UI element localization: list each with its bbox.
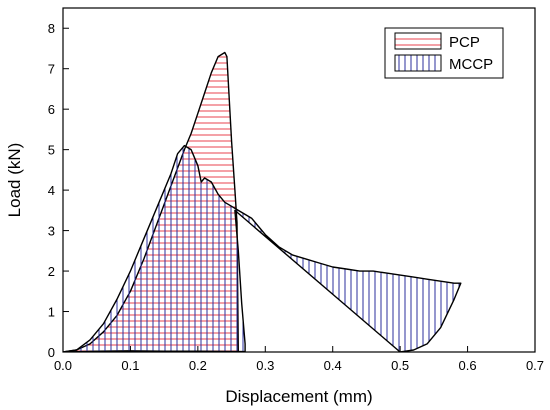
x-tick-label: 0.4	[324, 358, 342, 373]
x-tick-label: 0.7	[526, 358, 544, 373]
y-tick-label: 8	[48, 21, 55, 36]
y-tick-label: 7	[48, 62, 55, 77]
y-tick-label: 2	[48, 264, 55, 279]
legend-swatch-mccp	[394, 54, 442, 72]
x-tick-label: 0.1	[121, 358, 139, 373]
x-tick-label: 0.5	[391, 358, 409, 373]
x-tick-label: 0.6	[459, 358, 477, 373]
legend-swatch-pcp	[394, 32, 442, 50]
plot-frame	[62, 7, 536, 353]
y-tick-label: 1	[48, 305, 55, 320]
y-tick-label: 6	[48, 102, 55, 117]
x-axis-label: Displacement (mm)	[225, 387, 372, 406]
x-tick-label: 0.3	[256, 358, 274, 373]
y-tick-label: 0	[48, 345, 55, 360]
y-tick-label: 4	[48, 183, 55, 198]
y-tick-label: 5	[48, 143, 55, 158]
x-tick-label: 0.0	[54, 358, 72, 373]
legend: PCP MCCP	[384, 27, 504, 79]
x-tick-label: 0.2	[189, 358, 207, 373]
legend-label-pcp: PCP	[449, 34, 480, 51]
legend-label-mccp: MCCP	[449, 56, 493, 73]
series-layer	[63, 51, 462, 352]
series-area-mccp	[63, 144, 462, 352]
y-tick-label: 3	[48, 224, 55, 239]
x-axis-ticks: 0.0 0.1 0.2 0.3 0.4 0.5 0.6 0.7	[54, 346, 544, 373]
y-axis-label: Load (kN)	[5, 143, 24, 218]
y-axis-ticks: 0 1 2 3 4 5 6 7 8	[48, 21, 69, 360]
